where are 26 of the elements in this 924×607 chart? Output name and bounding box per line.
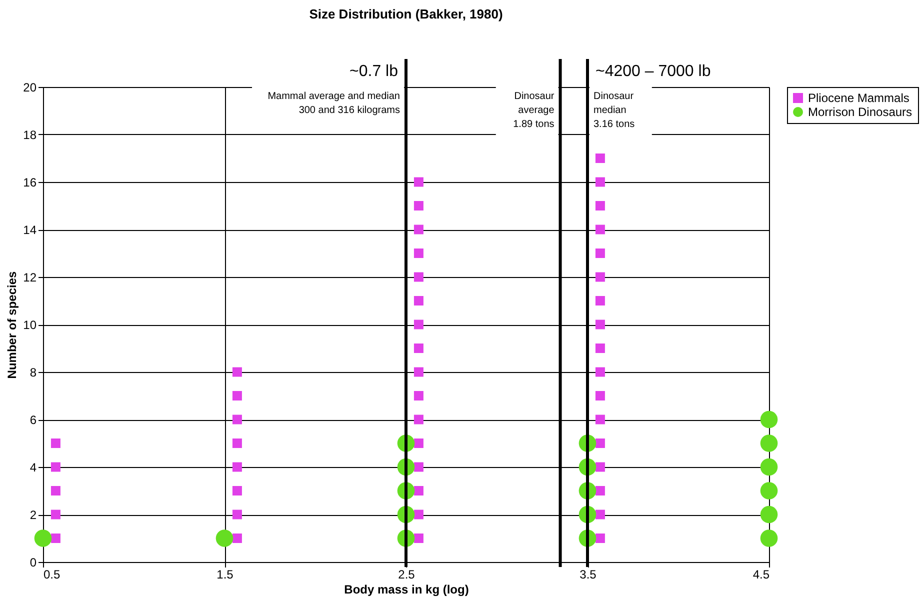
legend-label: Pliocene Mammals (808, 91, 910, 105)
y-tick-label: 6 (30, 413, 37, 427)
y-tick-label: 4 (30, 460, 37, 474)
x-tick-label: 3.5 (580, 568, 597, 582)
ref-line-label: Mammal average and median 300 and 316 kilograms (268, 91, 400, 116)
annotation: ~4200 – 7000 lb (596, 63, 711, 80)
y-tick-label: 14 (23, 223, 37, 237)
y-tick-label: 12 (23, 270, 37, 284)
x-tick-label: 2.5 (398, 568, 416, 582)
y-axis-title: Number of species (5, 270, 20, 379)
x-tick-label: 0.5 (44, 568, 61, 582)
chart-title: Size Distribution (Bakker, 1980) (309, 6, 503, 22)
y-tick-label: 2 (30, 508, 37, 522)
y-tick-label: 20 (23, 80, 37, 94)
y-tick-label: 8 (30, 366, 37, 380)
legend-label: Morrison Dinosaurs (808, 105, 912, 119)
y-tick-label: 18 (23, 128, 37, 142)
ref-line-label: Dinosaur median 3.16 tons (594, 91, 635, 130)
ref-line-label: Dinosaur average 1.89 tons (513, 91, 555, 130)
y-tick-label: 10 (23, 318, 37, 332)
y-tick-label: 16 (23, 176, 37, 190)
y-tick-label: 0 (30, 556, 37, 570)
x-tick-label: 1.5 (216, 568, 234, 582)
annotation: ~0.7 lb (350, 63, 398, 80)
x-axis-title: Body mass in kg (log) (344, 582, 469, 596)
x-tick-label: 4.5 (752, 568, 770, 582)
